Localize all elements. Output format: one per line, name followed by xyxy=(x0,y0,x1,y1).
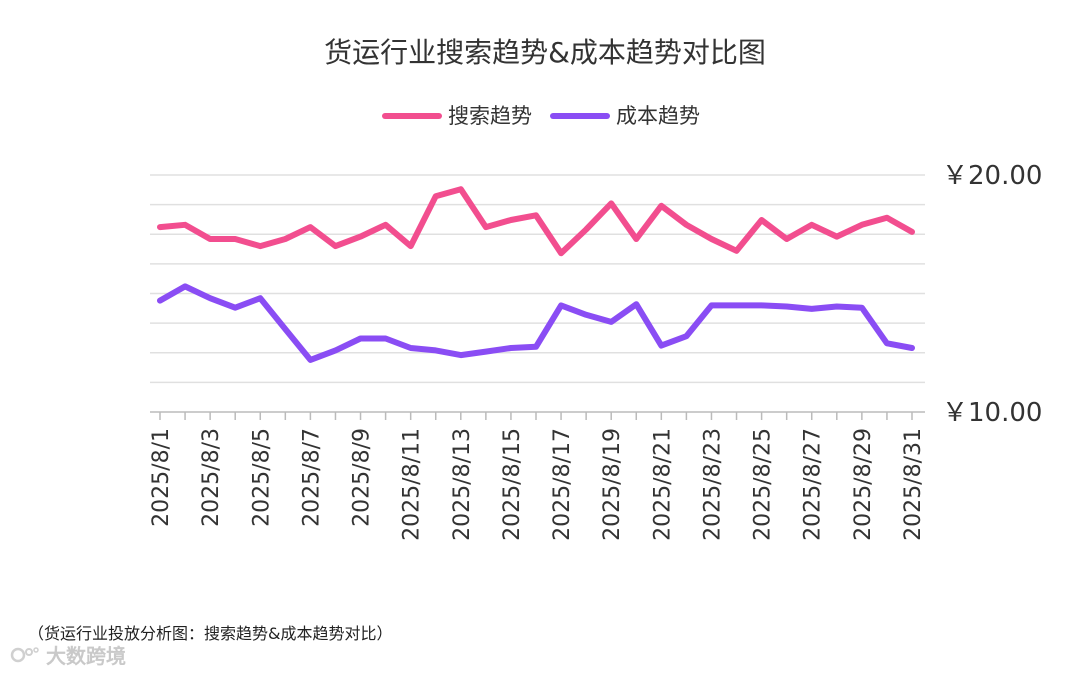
x-tick-label: 2025/8/23 xyxy=(700,428,725,541)
y-tick-label: ￥10.00 xyxy=(942,398,1042,428)
x-tick-label: 2025/8/5 xyxy=(249,428,274,527)
x-tick-label: 2025/8/7 xyxy=(299,428,324,527)
x-tick-label: 2025/8/17 xyxy=(550,428,575,541)
watermark: 大数跨境 xyxy=(10,640,126,669)
x-tick-label: 2025/8/25 xyxy=(751,428,776,541)
x-tick-label: 2025/8/9 xyxy=(350,428,375,527)
x-tick-label: 2025/8/27 xyxy=(801,428,826,541)
x-tick-label: 2025/8/13 xyxy=(450,428,475,541)
legend-label: 搜索趋势 xyxy=(448,104,532,128)
x-axis: 2025/8/1 2025/8/3 2025/8/5 2025/8/7 2025/8/9… xyxy=(149,412,926,541)
x-tick-label: 2025/8/31 xyxy=(901,428,926,541)
series-line-cost xyxy=(157,283,915,363)
x-tick-label: 2025/8/29 xyxy=(851,428,876,541)
x-tick-label: 2025/8/11 xyxy=(400,428,425,541)
watermark-text: 大数跨境 xyxy=(46,644,126,668)
chart-title: 货运行业搜索趋势&成本趋势对比图 xyxy=(324,36,766,69)
legend-label: 成本趋势 xyxy=(616,104,700,128)
y-axis: ￥10.00 ￥20.00 xyxy=(942,161,1042,428)
x-tick-label: 2025/8/3 xyxy=(199,428,224,527)
x-tick-label: 2025/8/1 xyxy=(149,428,174,527)
grid-lines xyxy=(150,174,925,413)
series-lines xyxy=(157,186,915,363)
series-line-search xyxy=(157,186,915,257)
y-tick-label: ￥20.00 xyxy=(942,161,1042,191)
legend: 搜索趋势 成本趋势 xyxy=(382,104,700,128)
chart-caption: （货运行业投放分析图：搜索趋势&成本趋势对比） xyxy=(28,624,393,643)
watermark-logo-icon xyxy=(10,646,39,662)
x-tick-label: 2025/8/19 xyxy=(600,428,625,541)
x-tick-label: 2025/8/21 xyxy=(650,428,675,541)
x-tick-label: 2025/8/15 xyxy=(500,428,525,541)
